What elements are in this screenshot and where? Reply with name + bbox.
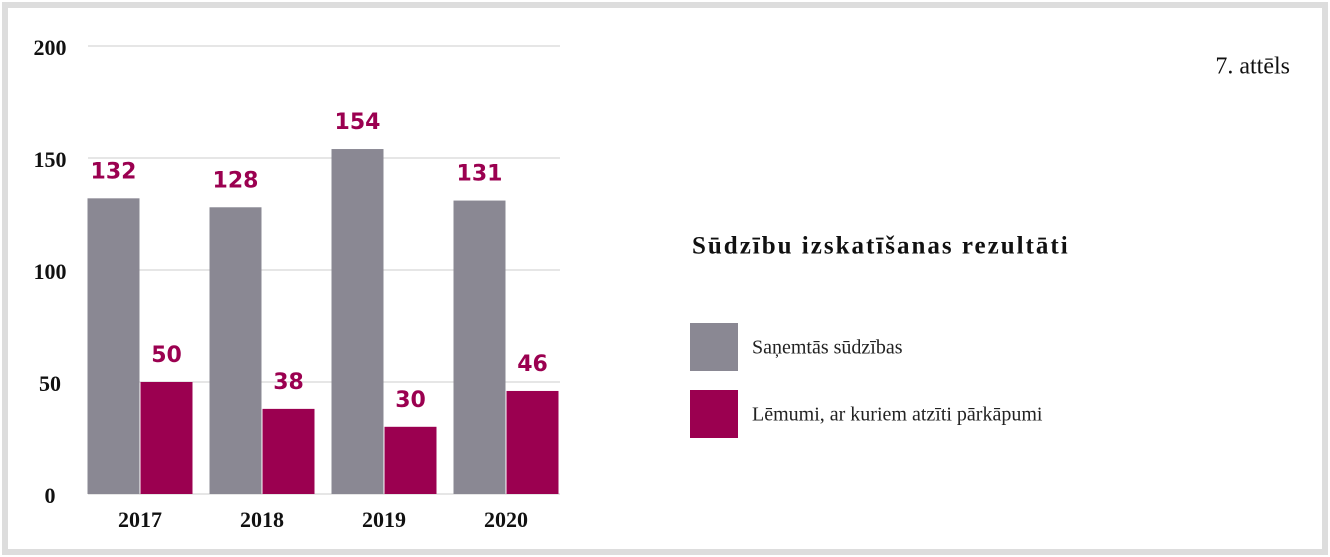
legend-swatch	[690, 390, 738, 438]
bar	[384, 426, 437, 494]
legend-label: Lēmumi, ar kuriem atzīti pārkāpumi	[752, 404, 1043, 426]
figure-label: 7. attēls	[1215, 54, 1290, 80]
value-label: 50	[151, 343, 182, 368]
bar	[262, 408, 315, 494]
legend-swatch	[690, 323, 738, 371]
y-tick-label: 0	[45, 483, 56, 508]
chart-title: Sūdzību izskatīšanas rezultāti	[692, 233, 1070, 260]
bar	[87, 198, 140, 494]
y-tick-label: 50	[39, 371, 61, 396]
bar	[140, 382, 193, 494]
y-tick-label: 150	[34, 147, 67, 172]
value-label: 131	[457, 162, 503, 187]
x-tick-label: 2017	[118, 507, 162, 532]
value-label: 154	[335, 110, 381, 135]
y-tick-label: 100	[34, 259, 67, 284]
value-label: 46	[517, 352, 548, 377]
value-label: 30	[395, 388, 426, 413]
value-label: 38	[273, 370, 304, 395]
bar	[331, 149, 384, 495]
x-tick-label: 2018	[240, 507, 284, 532]
value-label: 132	[91, 159, 137, 184]
legend-label: Saņemtās sūdzības	[752, 337, 903, 359]
bar	[209, 207, 262, 494]
bar	[453, 200, 506, 494]
y-tick-label: 200	[34, 35, 67, 60]
x-tick-label: 2020	[484, 507, 528, 532]
value-label: 128	[213, 168, 259, 193]
x-tick-label: 2019	[362, 507, 406, 532]
bar	[506, 390, 559, 494]
